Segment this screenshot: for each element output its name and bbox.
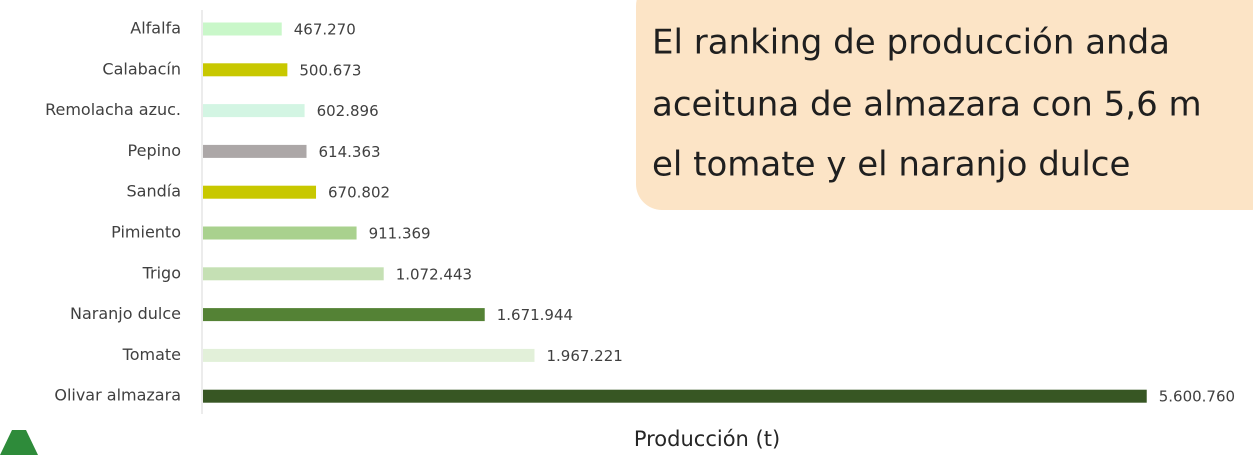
y-tick-label: Calabacín [102,59,181,78]
bar [203,63,288,77]
bar [203,226,357,240]
bar [203,104,305,118]
value-label: 602.896 [317,102,379,120]
bar [203,308,485,322]
value-label: 1.967.221 [546,347,622,365]
y-tick-label: Pepino [128,141,181,160]
bar [203,144,307,158]
value-label: 670.802 [328,184,390,202]
bar [203,22,282,36]
y-tick-label: Naranjo dulce [70,304,181,323]
value-label: 467.270 [294,21,356,39]
value-label: 500.673 [299,61,361,79]
value-label: 1.072.443 [396,265,472,283]
bar [203,348,535,362]
value-label: 5.600.760 [1159,388,1235,406]
value-label: 1.671.944 [497,306,573,324]
x-axis-title: Producción (t) [634,427,780,451]
bar [203,267,384,281]
y-tick-label: Olivar almazara [54,386,181,405]
y-tick-label: Pimiento [111,223,181,242]
y-tick-label: Alfalfa [130,19,181,38]
annotation-line: el tomate y el naranjo dulce [652,145,1130,185]
bar [203,389,1147,403]
y-tick-label: Tomate [122,345,181,364]
y-tick-label: Sandía [126,182,181,201]
annotation-box [636,0,1253,210]
value-label: 614.363 [319,143,381,161]
bar [203,185,317,199]
value-label: 911.369 [369,225,431,243]
annotation-line: aceituna de almazara con 5,6 m [652,85,1202,125]
logo [0,430,38,455]
y-tick-label: Trigo [142,263,181,282]
annotation-line: El ranking de producción anda [652,23,1170,63]
y-tick-label: Remolacha azuc. [45,100,181,119]
